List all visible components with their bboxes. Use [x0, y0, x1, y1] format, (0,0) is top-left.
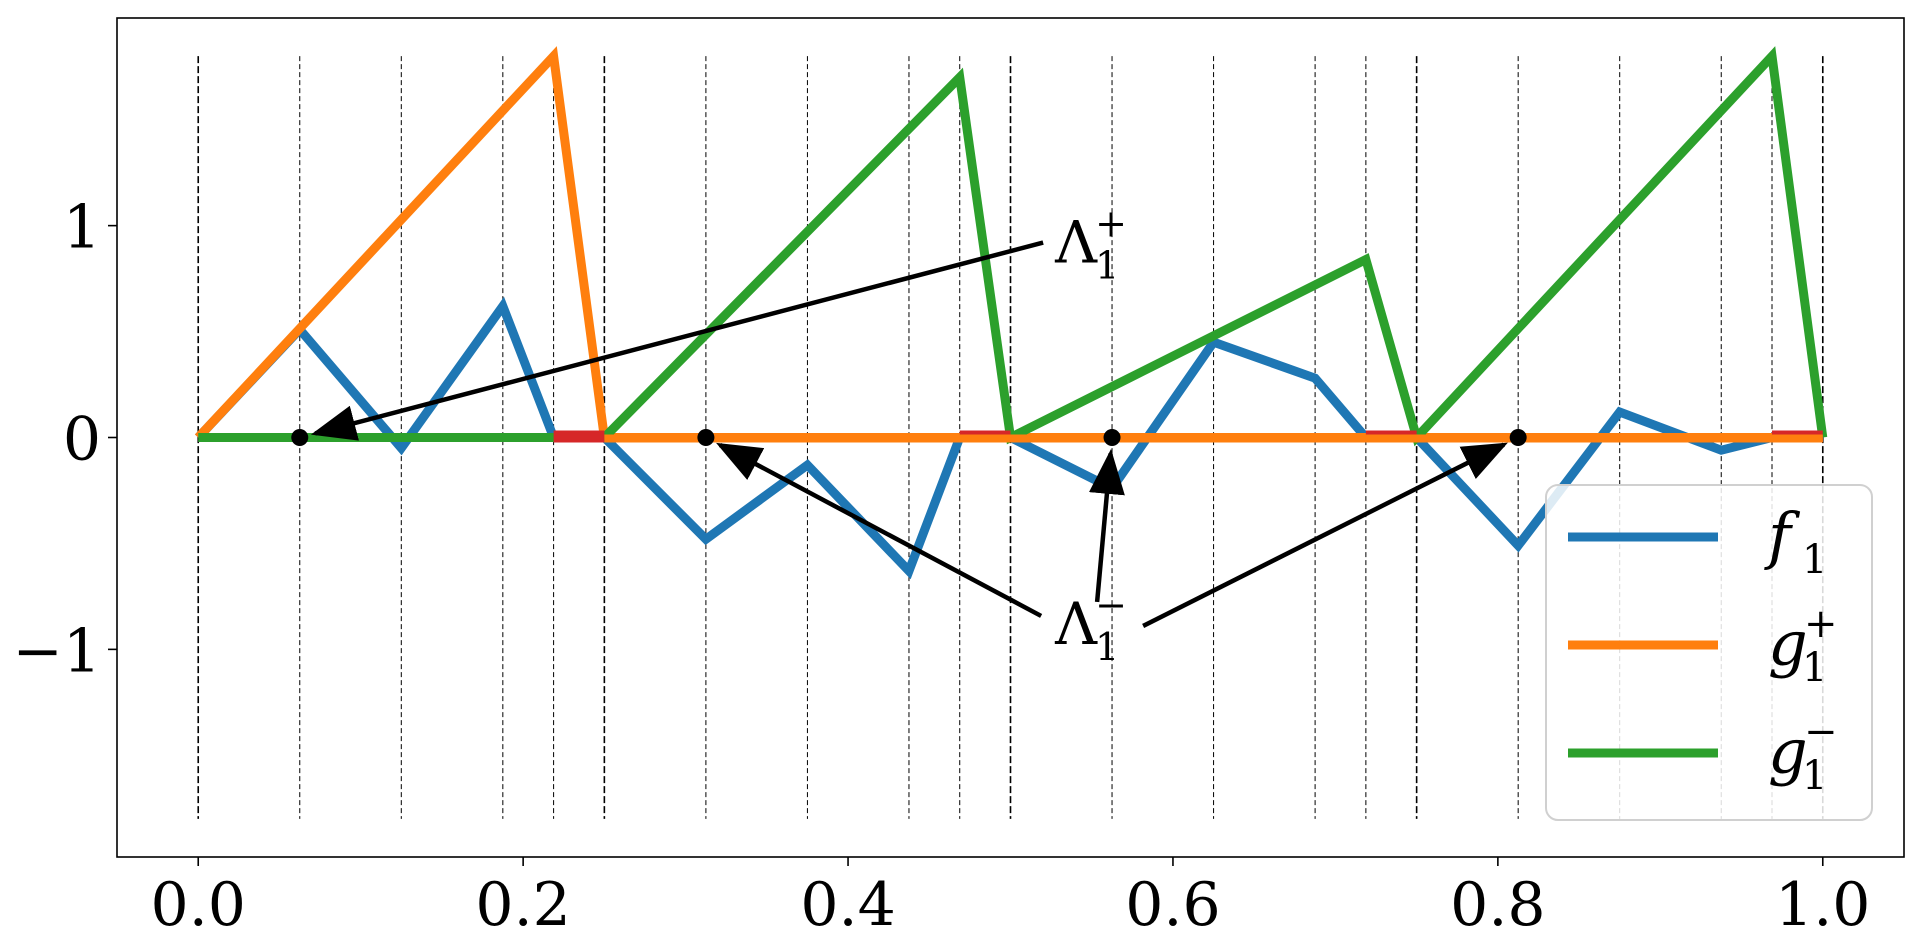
y-tick-label-2: −1: [13, 616, 101, 686]
legend-sub-1: 1: [1802, 645, 1827, 691]
legend-label-1: g: [1768, 607, 1808, 680]
annotation-sup-0: +: [1095, 202, 1127, 246]
annotation-label-0: Λ: [1054, 209, 1098, 277]
y-tick-label-0: 1: [63, 193, 101, 263]
legend-box: [1545, 484, 1873, 821]
legend-sub-2: 1: [1802, 753, 1827, 799]
x-tick-label-1: 0.2: [475, 870, 570, 927]
points-layer: [291, 429, 1527, 446]
annotation-label-1: Λ: [1054, 590, 1098, 658]
legend-label-2: g: [1768, 715, 1808, 788]
legend: f 1g+1g−1: [1545, 484, 1873, 821]
point-3: [1509, 429, 1527, 446]
legend-sub-0: 1: [1802, 537, 1827, 583]
x-tick-label-3: 0.6: [1125, 870, 1220, 927]
annotation-sub-1: 1: [1095, 625, 1119, 669]
axis-ticks: 0.0 0.2 0.4 0.6 0.8 1.010−1: [13, 193, 1871, 927]
point-0: [291, 429, 309, 446]
x-tick-label-5: 1.0: [1775, 870, 1870, 927]
y-tick-label-1: 0: [63, 405, 101, 475]
annotation-arrow-1-2: [1142, 442, 1508, 628]
legend-sup-1: +: [1804, 601, 1838, 647]
point-1: [697, 429, 715, 446]
x-tick-label-0: 0.0: [151, 870, 246, 927]
legend-sup-2: −: [1804, 709, 1838, 755]
annotation-arrow-0-0: [310, 240, 1044, 441]
annotation-arrow-1-0: [716, 442, 1043, 618]
annotations: Λ+1Λ−1: [310, 202, 1508, 669]
annotation-arrow-1-1: [1089, 448, 1125, 603]
point-2: [1103, 429, 1121, 446]
annotation-sup-1: −: [1095, 583, 1127, 627]
annotation-sub-0: 1: [1095, 244, 1119, 288]
x-tick-label-2: 0.4: [800, 870, 895, 927]
red-segments: [553, 430, 1823, 443]
series-line-2: [198, 46, 1828, 447]
x-tick-label-4: 0.8: [1450, 870, 1545, 927]
